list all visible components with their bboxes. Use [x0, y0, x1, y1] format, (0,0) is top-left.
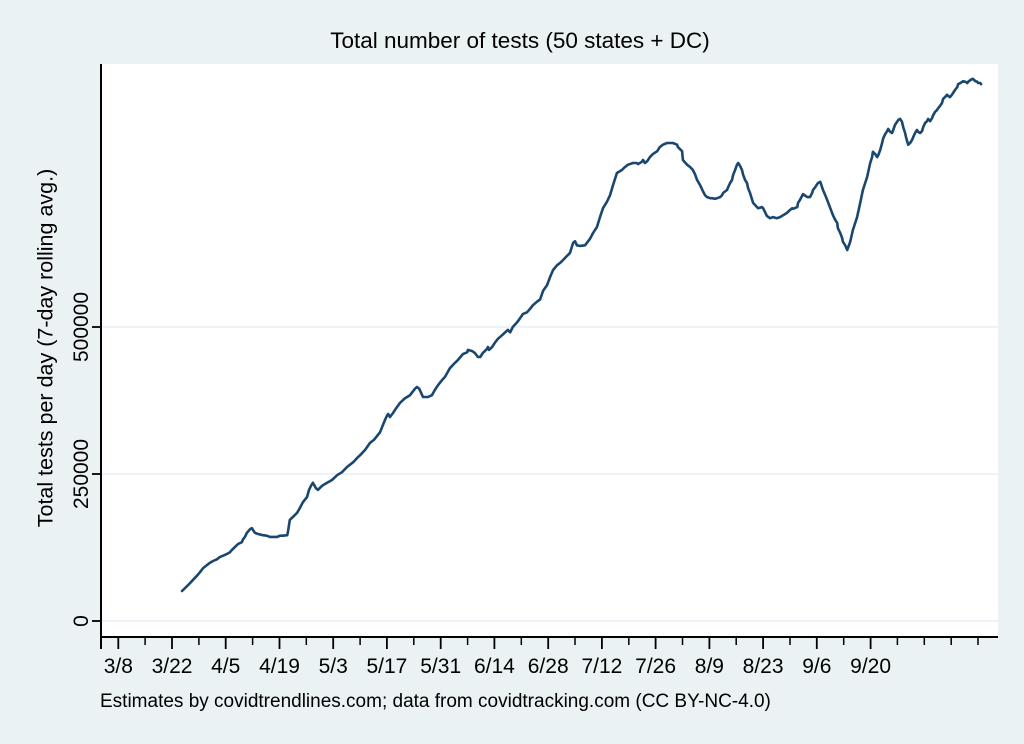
y-tick-label: 250000	[70, 438, 93, 510]
x-tick-label: 5/3	[318, 655, 348, 678]
x-tick-label: 9/6	[802, 655, 832, 678]
x-tick-label: 3/8	[103, 655, 133, 678]
x-tick-label: 5/17	[366, 655, 408, 678]
x-tick-label: 7/26	[635, 655, 677, 678]
gridlines	[101, 326, 998, 622]
axis-ticks	[92, 326, 979, 649]
x-tick-label: 8/23	[742, 655, 784, 678]
source-caption: Estimates by covidtrendlines.com; data f…	[100, 691, 771, 712]
x-tick-label: 7/12	[581, 655, 623, 678]
chart-title: Total number of tests (50 states + DC)	[330, 28, 710, 53]
series-line	[180, 77, 983, 593]
y-axis-title: Total tests per day (7-day rolling avg.)	[33, 168, 58, 528]
x-tick-label: 8/9	[694, 655, 724, 678]
x-tick-label: 9/20	[850, 655, 892, 678]
x-tick-label: 5/31	[420, 655, 462, 678]
y-tick-label: 0	[70, 615, 93, 627]
y-tick-label: 500000	[70, 291, 93, 363]
x-tick-label: 6/28	[527, 655, 569, 678]
x-tick-label: 3/22	[151, 655, 193, 678]
series-group	[180, 77, 983, 593]
x-tick-label: 4/5	[211, 655, 241, 678]
x-tick-label: 4/19	[259, 655, 300, 678]
x-tick-label: 6/14	[473, 655, 515, 678]
plot-area	[101, 64, 998, 637]
